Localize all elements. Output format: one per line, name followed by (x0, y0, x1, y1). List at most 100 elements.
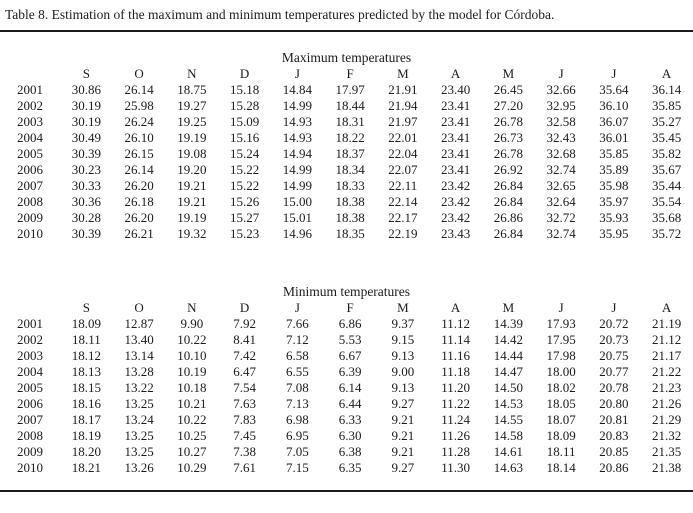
value-cell: 8.41 (233, 332, 256, 347)
value-cell: 14.58 (493, 428, 523, 443)
value-cell: 20.72 (599, 316, 629, 331)
year-cell: 2008 (17, 428, 43, 443)
month-column-header: O (134, 66, 144, 81)
value-cell: 26.73 (493, 130, 523, 145)
value-cell: 14.99 (282, 162, 312, 177)
value-cell: 18.11 (546, 444, 576, 459)
year-cell: 2008 (17, 194, 43, 209)
value-cell: 11.12 (441, 316, 471, 331)
value-cell: 35.27 (652, 114, 682, 129)
value-cell: 13.24 (124, 412, 154, 427)
value-cell: 6.47 (233, 364, 256, 379)
value-cell: 11.20 (441, 380, 471, 395)
value-cell: 13.25 (124, 444, 154, 459)
value-cell: 26.20 (124, 210, 154, 225)
value-cell: 6.39 (338, 364, 362, 379)
value-cell: 6.33 (338, 412, 362, 427)
value-cell: 7.61 (233, 460, 256, 475)
month-column-header: S (82, 66, 90, 81)
value-cell: 15.22 (230, 178, 260, 193)
value-cell: 17.95 (546, 332, 576, 347)
value-cell: 18.02 (546, 380, 576, 395)
table-row: 2002 18.11 13.40 10.22 8.41 7.12 5.53 9.15 11.14… (0, 332, 693, 348)
value-cell: 25.98 (124, 98, 154, 113)
value-cell: 22.01 (388, 130, 418, 145)
year-cell: 2003 (17, 114, 43, 129)
value-cell: 17.93 (546, 316, 576, 331)
value-cell: 18.33 (335, 178, 365, 193)
value-cell: 6.58 (286, 348, 309, 363)
value-cell: 35.95 (599, 226, 629, 241)
table-row: 2009 30.28 26.20 19.19 15.27 15.01 18.38 22.17 2… (0, 210, 693, 226)
table-row: 2003 30.19 26.24 19.25 15.09 14.93 18.31 21.97 2… (0, 114, 693, 130)
value-cell: 6.55 (286, 364, 309, 379)
min-temperatures-table: S O N D J F M A M J J A 2001 18.09 12.87 9.90 7.92 7.66 6… (0, 300, 693, 476)
value-cell: 26.78 (493, 114, 523, 129)
value-cell: 9.27 (391, 460, 415, 475)
value-cell: 26.84 (493, 226, 523, 241)
table-row: 2008 30.36 26.18 19.21 15.26 15.00 18.38 22.14 2… (0, 194, 693, 210)
value-cell: 19.21 (177, 178, 207, 193)
value-cell: 32.74 (546, 162, 576, 177)
value-cell: 23.41 (441, 130, 471, 145)
value-cell: 32.68 (546, 146, 576, 161)
value-cell: 7.15 (286, 460, 309, 475)
value-cell: 14.96 (282, 226, 312, 241)
value-cell: 15.27 (230, 210, 260, 225)
value-cell: 9.21 (391, 444, 415, 459)
month-column-header: M (397, 66, 409, 81)
value-cell: 6.86 (338, 316, 362, 331)
month-column-header: N (187, 300, 197, 315)
value-cell: 18.20 (71, 444, 101, 459)
month-column-header: J (611, 300, 617, 315)
value-cell: 35.67 (652, 162, 682, 177)
value-cell: 9.37 (391, 316, 415, 331)
value-cell: 14.94 (282, 146, 312, 161)
value-cell: 9.90 (180, 316, 204, 331)
value-cell: 23.42 (441, 194, 471, 209)
month-column-header: J (294, 66, 300, 81)
value-cell: 11.30 (441, 460, 471, 475)
year-cell: 2001 (17, 82, 43, 97)
value-cell: 14.53 (493, 396, 523, 411)
max-temperatures-table: S O N D J F M A M J J A 2001 30.86 26.14 18.75 15.18 14.… (0, 66, 693, 242)
table-row: 2007 18.17 13.24 10.22 7.83 6.98 6.33 9.21 11.24… (0, 412, 693, 428)
value-cell: 26.14 (124, 82, 154, 97)
value-cell: 26.20 (124, 178, 154, 193)
max-temperatures-section: Maximum temperatures S O N D J F M A M J J A 2001 30… (0, 50, 693, 242)
year-cell: 2004 (17, 130, 43, 145)
value-cell: 35.93 (599, 210, 629, 225)
value-cell: 7.42 (233, 348, 256, 363)
value-cell: 32.43 (546, 130, 576, 145)
value-cell: 21.26 (652, 396, 682, 411)
value-cell: 11.28 (441, 444, 471, 459)
value-cell: 36.01 (599, 130, 629, 145)
value-cell: 32.74 (546, 226, 576, 241)
value-cell: 7.05 (286, 444, 309, 459)
value-cell: 23.41 (441, 162, 471, 177)
month-column-header: A (450, 300, 461, 315)
value-cell: 22.19 (388, 226, 418, 241)
value-cell: 26.14 (124, 162, 154, 177)
month-column-header: N (187, 66, 197, 81)
value-cell: 11.18 (441, 364, 471, 379)
value-cell: 21.22 (652, 364, 682, 379)
year-cell: 2010 (17, 460, 43, 475)
month-column-header: M (502, 300, 515, 315)
value-cell: 10.21 (177, 396, 207, 411)
value-cell: 15.28 (230, 98, 260, 113)
value-cell: 14.93 (282, 114, 312, 129)
bottom-rule (0, 490, 693, 492)
table-title: Table 8. Estimation of the maximum and m… (5, 7, 555, 22)
value-cell: 26.24 (124, 114, 154, 129)
value-cell: 14.61 (493, 444, 523, 459)
value-cell: 21.23 (652, 380, 682, 395)
value-cell: 18.44 (335, 98, 365, 113)
value-cell: 35.54 (652, 194, 682, 209)
value-cell: 6.14 (338, 380, 362, 395)
month-column-header: D (239, 66, 250, 81)
value-cell: 6.98 (286, 412, 309, 427)
value-cell: 18.22 (335, 130, 365, 145)
value-cell: 30.39 (71, 146, 101, 161)
